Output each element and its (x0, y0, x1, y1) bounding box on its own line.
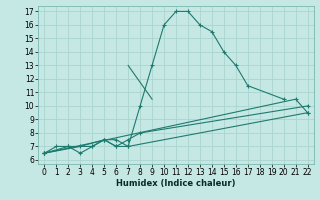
X-axis label: Humidex (Indice chaleur): Humidex (Indice chaleur) (116, 179, 236, 188)
